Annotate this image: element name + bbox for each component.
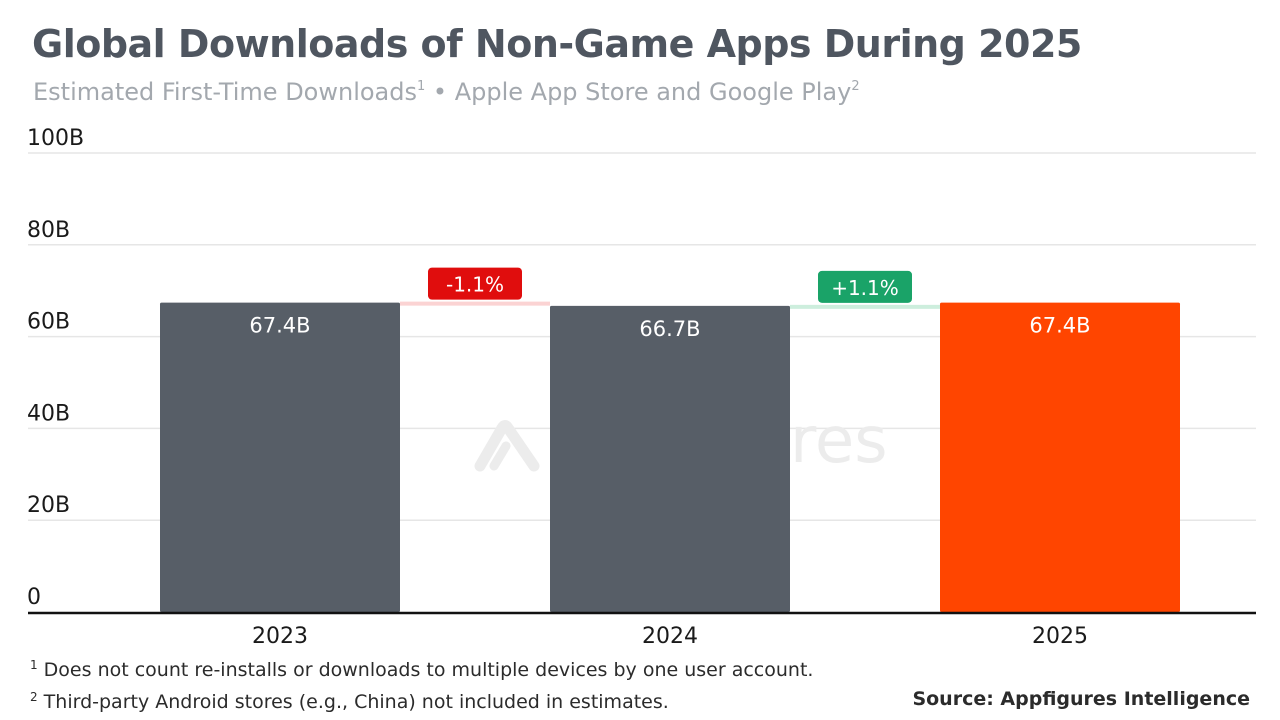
change-badge-label: -1.1%	[446, 273, 504, 297]
bar-value-label: 67.4B	[1029, 314, 1090, 338]
change-badge	[428, 267, 522, 300]
y-tick-label: 80B	[27, 218, 70, 243]
y-tick-label: 20B	[27, 493, 70, 518]
value-labels: 67.4B 66.7B 67.4B	[249, 314, 1090, 341]
change-badge-label: +1.1%	[831, 276, 899, 300]
footnote-2: 2 Third-party Android stores (e.g., Chin…	[30, 690, 669, 713]
y-tick-label: 0	[27, 585, 41, 610]
y-tick-label: 60B	[27, 310, 70, 335]
footnote-1-text: Does not count re-installs or downloads …	[37, 659, 814, 681]
appfigures-logo-icon	[474, 420, 540, 472]
change-connector-band	[790, 304, 940, 309]
change-badge	[818, 270, 912, 303]
subtitle-footnote-marker-1: 1	[417, 79, 426, 94]
subtitle-text: Estimated First-Time Downloads	[33, 78, 417, 106]
bar	[550, 305, 790, 612]
x-tick-label: 2024	[642, 624, 698, 649]
bar-value-label: 66.7B	[639, 317, 700, 341]
bar	[940, 302, 1180, 612]
change-connectors: -1.1% +1.1%	[400, 267, 940, 309]
bars	[160, 302, 1180, 612]
x-tick-label: 2023	[252, 624, 308, 649]
axes: 2023 2024 2025	[28, 611, 1256, 649]
footnote-2-text: Third-party Android stores (e.g., China)…	[37, 691, 669, 713]
x-tick-label: 2025	[1032, 624, 1088, 649]
bar-value-label: 67.4B	[249, 314, 310, 338]
chart-title: Global Downloads of Non-Game Apps During…	[32, 22, 1082, 66]
y-tick-label: 40B	[27, 401, 70, 426]
footnote-1-marker: 1	[30, 658, 38, 672]
bar	[160, 302, 400, 612]
subtitle-footnote-marker-2: 2	[851, 79, 860, 94]
footnote-1: 1 Does not count re-installs or download…	[30, 658, 813, 681]
change-connector-band	[400, 301, 550, 306]
chart-subtitle: Estimated First-Time Downloads1 • Apple …	[33, 78, 860, 106]
subtitle-stores-text: • Apple App Store and Google Play	[425, 78, 852, 106]
y-tick-label: 100B	[27, 126, 84, 151]
source-note: Source: Appfigures Intelligence	[912, 688, 1250, 710]
footnote-2-marker: 2	[30, 690, 38, 704]
